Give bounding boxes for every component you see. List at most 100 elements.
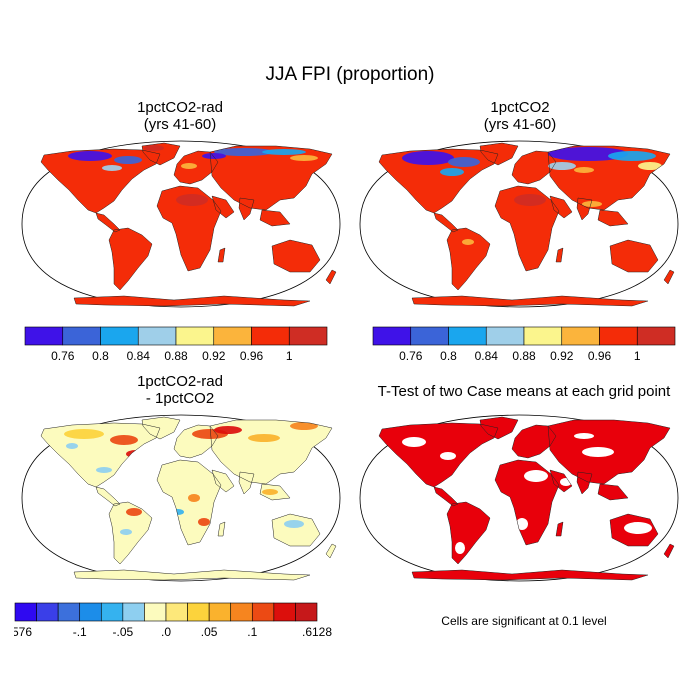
panel-title-line2: - 1pctCO2 [145, 390, 215, 407]
map-significance [359, 414, 679, 582]
land-australia [272, 514, 320, 546]
land-antarctica [74, 570, 310, 580]
colorbar-swatch [14, 602, 37, 622]
land-antarctica [74, 296, 310, 306]
colorbar-swatch [62, 326, 101, 346]
colorbar-swatch [230, 602, 253, 622]
panel-title-1pctco2-rad: 1pctCO2-rad (yrs 41-60) [60, 99, 300, 133]
colorbar-swatch [448, 326, 487, 346]
colorbar-tick-label: 0.8 [440, 349, 457, 363]
colorbar-swatch [599, 326, 638, 346]
land-new-zealand [664, 270, 674, 284]
land-africa [157, 186, 221, 271]
land-arabia [212, 196, 234, 218]
panel-title-line1: 1pctCO2-rad [137, 373, 223, 390]
land-asia [210, 420, 332, 484]
panel-title-line1: 1pctCO2 [490, 99, 550, 116]
colorbar-swatch [273, 602, 296, 622]
land-southeast-asia [260, 210, 290, 226]
colorbar-tick-label: 0.92 [550, 349, 574, 363]
panel-title-line1: T-Test of two Case means at each grid po… [377, 383, 671, 400]
colorbar-absolute-right: 0.76 0.8 0.84 0.88 0.92 0.96 1 [372, 326, 676, 363]
land-india [239, 198, 254, 220]
panel-title-line1: 1pctCO2-rad [137, 99, 223, 116]
colorbar-tick-label: 0.76 [51, 349, 75, 363]
land-asia [548, 146, 670, 210]
significance-note: Cells are significant at 0.1 level [441, 614, 607, 628]
panel-title-line2: (yrs 41-60) [483, 116, 557, 133]
colorbar-tick-label: .05 [201, 625, 218, 639]
colorbar-swatch [295, 602, 318, 622]
colorbar-tick-label: -.2576 [14, 625, 32, 639]
figure-title: JJA FPI (proportion) [265, 64, 435, 85]
land-australia [610, 240, 658, 272]
land-central-america [434, 487, 458, 506]
colorbar-swatch [410, 326, 449, 346]
colorbar-swatch [372, 326, 412, 346]
land-central-america [96, 213, 120, 232]
colorbar-swatch [251, 602, 275, 622]
land-new-zealand [326, 270, 336, 284]
colorbar-tick-label: 0.88 [512, 349, 536, 363]
land-new-zealand [664, 544, 674, 558]
colorbar-swatch [100, 602, 124, 622]
colorbar-tick-label: .0 [161, 625, 171, 639]
colorbar-tick-label: 0.92 [202, 349, 226, 363]
colorbar-difference: -.2576 -.1 -.05 .0 .05 .1 .6128 [14, 602, 332, 639]
colorbar-swatch [187, 602, 210, 622]
colorbar-tick-label: 0.96 [588, 349, 612, 363]
panel-title-line2: (yrs 41-60) [143, 116, 217, 133]
colorbar-swatch [636, 326, 676, 346]
colorbar-swatch [137, 326, 177, 346]
colorbar-swatch [122, 602, 145, 622]
land-new-zealand [326, 544, 336, 558]
colorbar-tick-label: 0.8 [92, 349, 109, 363]
panel-title-ttest: T-Test of two Case means at each grid po… [352, 383, 696, 400]
land-south-america [109, 228, 152, 290]
colorbar-swatch [79, 602, 102, 622]
colorbar-swatch [165, 602, 188, 622]
panel-title-difference: 1pctCO2-rad - 1pctCO2 [60, 373, 300, 407]
colorbar-swatch [213, 326, 252, 346]
colorbar-tick-label: 0.84 [475, 349, 499, 363]
land-south-america [447, 228, 490, 290]
colorbar-swatch [144, 602, 167, 622]
land-central-america [96, 487, 120, 506]
colorbar-swatch [208, 602, 232, 622]
colorbar-swatch [485, 326, 525, 346]
land-australia [272, 240, 320, 272]
colorbar-tick-label: -.1 [73, 625, 87, 639]
land-north-america [41, 149, 160, 213]
colorbar-swatch [251, 326, 290, 346]
land-arabia [550, 196, 572, 218]
map-1pctco2 [359, 140, 679, 308]
colorbar-swatch [36, 602, 59, 622]
colorbar-tick-label: -.05 [113, 625, 134, 639]
colorbar-swatch [100, 326, 139, 346]
land-india [239, 472, 254, 494]
land-southeast-asia [598, 210, 628, 226]
land-africa [495, 186, 559, 271]
colorbar-swatch [523, 326, 563, 346]
colorbar-swatch [561, 326, 600, 346]
land-antarctica [412, 570, 648, 580]
colorbar-tick-label: 0.84 [127, 349, 151, 363]
land-antarctica [412, 296, 648, 306]
land-india [577, 472, 592, 494]
colorbar-tick-label: 1 [634, 349, 641, 363]
colorbar-swatch [57, 602, 81, 622]
colorbar-tick-label: .6128 [302, 625, 332, 639]
colorbar-swatch [175, 326, 215, 346]
land-southeast-asia [598, 484, 628, 500]
colorbar-swatch [288, 326, 328, 346]
land-asia [210, 146, 332, 210]
colorbar-tick-label: 0.96 [240, 349, 264, 363]
colorbar-tick-label: 0.88 [164, 349, 188, 363]
panel-title-1pctco2: 1pctCO2 (yrs 41-60) [400, 99, 640, 133]
colorbar-tick-label: 0.76 [399, 349, 423, 363]
map-difference [21, 414, 341, 582]
land-central-america [434, 213, 458, 232]
land-africa [495, 460, 559, 545]
colorbar-tick-label: 1 [286, 349, 293, 363]
land-arabia [212, 470, 234, 492]
